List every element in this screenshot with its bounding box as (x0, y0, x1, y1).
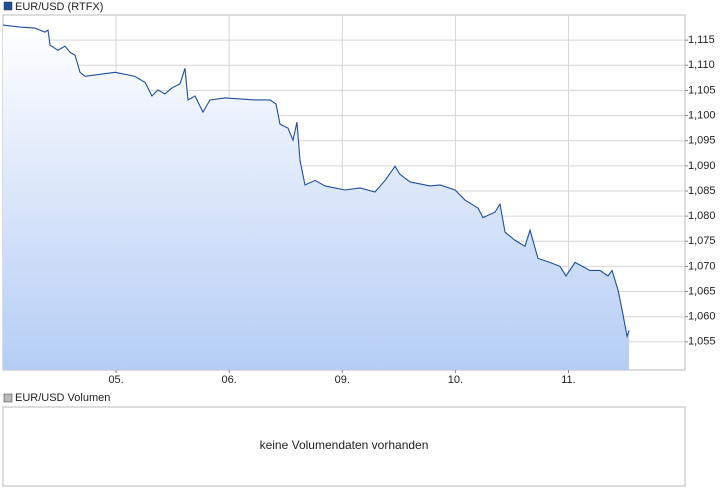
marks (2, 24, 630, 371)
y-tick-label: 1,075 (688, 235, 716, 247)
legend-label: EUR/USD (RTFX) (15, 1, 103, 13)
area-fill (3, 25, 630, 371)
x-tick-label: 11. (561, 374, 575, 386)
y-tick-label: 1,080 (688, 210, 716, 222)
x-tick-label: 05. (108, 374, 123, 386)
x-tick-label: 06. (222, 374, 237, 386)
y-tick-label: 1,095 (688, 135, 716, 147)
y-tick-label: 1,055 (688, 336, 716, 348)
legend-swatch (3, 1, 13, 11)
volume-message: keine Volumendaten vorhanden (260, 438, 429, 452)
y-tick-label: 1,105 (688, 84, 716, 96)
x-tick-label: 09. (335, 374, 350, 386)
y-tick-label: 1,100 (688, 109, 716, 121)
volume-frame (2, 406, 686, 487)
price-line (2, 24, 630, 339)
volume-legend-label: EUR/USD Volumen (15, 392, 110, 404)
x-tick-label: 10. (448, 374, 463, 386)
y-tick-label: 1,070 (688, 260, 716, 272)
y-tick-label: 1,060 (688, 311, 716, 323)
volume-legend-swatch (3, 393, 13, 403)
legend: EUR/USD (RTFX) (3, 1, 103, 13)
y-tick-label: 1,115 (688, 34, 715, 46)
y-tick-label: 1,090 (688, 160, 716, 172)
y-tick-label: 1,110 (688, 59, 715, 71)
y-tick-label: 1,065 (688, 285, 716, 297)
y-tick-label: 1,085 (688, 185, 716, 197)
